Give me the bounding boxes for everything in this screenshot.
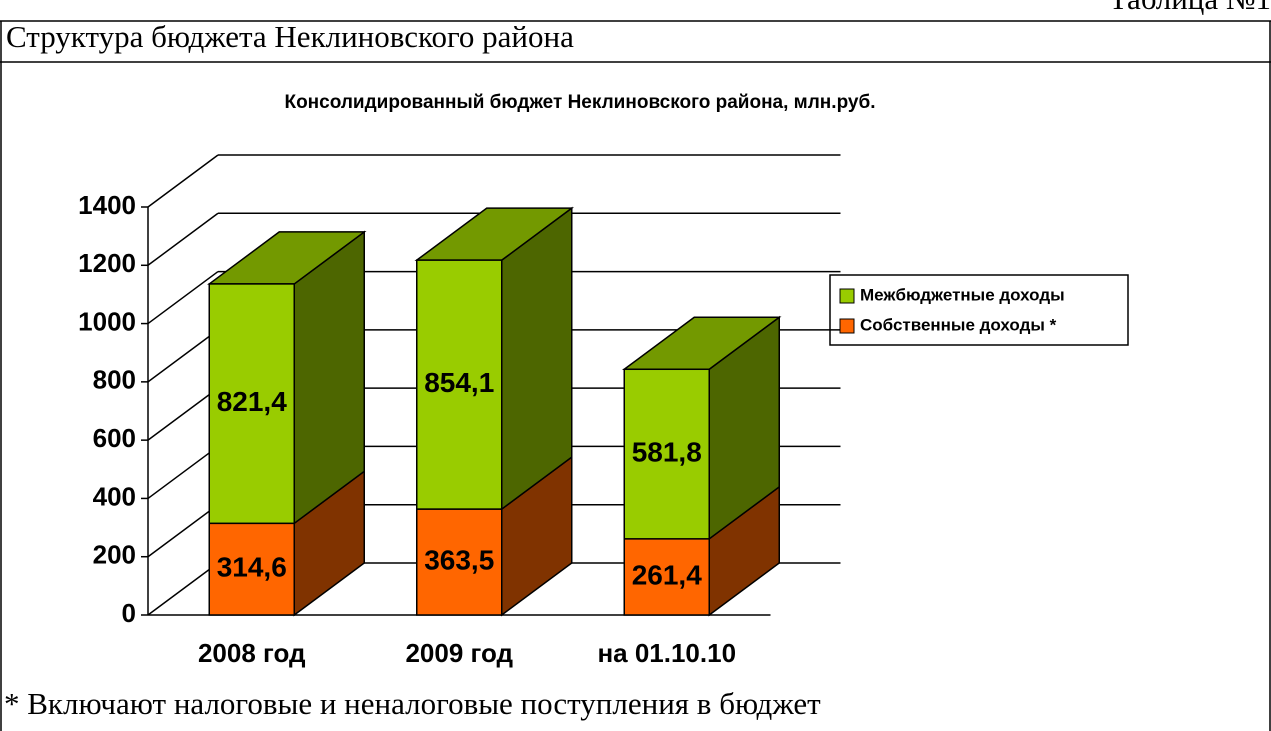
value-label: 363,5 bbox=[424, 544, 494, 575]
bar bbox=[416, 259, 503, 510]
legend-box bbox=[829, 274, 1129, 346]
legend-label: Межбюджетные доходы bbox=[860, 285, 1065, 304]
grid-diagonal bbox=[147, 212, 219, 266]
y-tick-label: 1000 bbox=[78, 306, 136, 336]
x-tick-label: 2008 год bbox=[198, 638, 306, 668]
grid-diagonal bbox=[147, 562, 219, 616]
legend-swatch bbox=[839, 318, 855, 334]
y-tick-label: 600 bbox=[93, 423, 136, 453]
grid-diagonal bbox=[147, 504, 219, 558]
value-label: 821,4 bbox=[217, 386, 287, 417]
grid-diagonal bbox=[147, 270, 219, 325]
value-label: 581,8 bbox=[632, 436, 702, 467]
value-label: 854,1 bbox=[424, 367, 494, 398]
x-tick-label: на 01.10.10 bbox=[597, 638, 736, 668]
bar-side bbox=[501, 206, 573, 511]
table-number: Таблица №1 bbox=[1109, 0, 1271, 16]
grid-diagonal bbox=[147, 329, 219, 383]
x-tick-label: 2009 год bbox=[405, 638, 513, 668]
bar bbox=[416, 508, 503, 616]
y-tick-label: 400 bbox=[93, 481, 136, 511]
y-tick-label: 200 bbox=[93, 540, 136, 570]
value-label: 261,4 bbox=[632, 559, 702, 590]
bar bbox=[623, 368, 710, 540]
value-label: 314,6 bbox=[217, 552, 287, 583]
bar bbox=[623, 538, 710, 616]
y-tick-label: 800 bbox=[93, 365, 136, 395]
footnote: * Включают налоговые и неналоговые посту… bbox=[4, 686, 821, 721]
legend-swatch bbox=[839, 288, 855, 304]
bar bbox=[208, 283, 295, 525]
grid-diagonal bbox=[147, 387, 219, 441]
heading: Структура бюджета Неклиновского района bbox=[6, 19, 574, 54]
legend-label: Собственные доходы * bbox=[860, 315, 1057, 334]
y-tick-label: 0 bbox=[122, 598, 136, 628]
bar bbox=[208, 522, 295, 616]
grid-diagonal bbox=[147, 445, 219, 500]
grid-diagonal bbox=[147, 154, 219, 208]
y-tick-label: 1400 bbox=[78, 190, 136, 220]
chart-title: Консолидированный бюджет Неклиновского р… bbox=[284, 92, 875, 113]
y-tick-label: 1200 bbox=[78, 248, 136, 278]
